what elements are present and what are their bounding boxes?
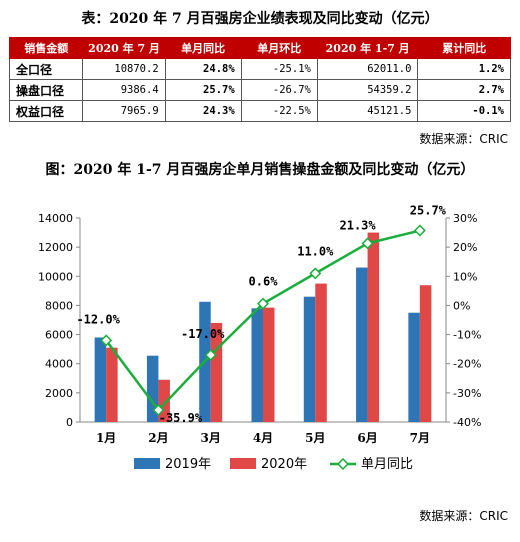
data-label: 11.0% <box>297 244 334 258</box>
line-point <box>361 237 374 250</box>
table-source: 数据来源：CRIC <box>419 132 508 146</box>
data-label: 0.6% <box>249 275 279 289</box>
y2-tick-label: 0% <box>453 299 470 312</box>
y-tick-label: 14000 <box>38 212 73 225</box>
combo-chart: 0 2000 4000 6000 8000 10000 12000 14000 -40% -30%… <box>38 204 481 472</box>
bar-2019年 <box>251 308 263 422</box>
legend-label: 单月同比 <box>361 457 413 472</box>
table-cell: -25.1% <box>240 58 318 80</box>
y-tick-label: 12000 <box>38 241 73 254</box>
bar-2019年 <box>408 312 420 422</box>
x-tick-label: 6月 <box>357 431 377 445</box>
table-cell: 7965.9 <box>82 100 166 122</box>
y-tick-label: 6000 <box>45 329 73 342</box>
bar-2020年 <box>315 283 327 422</box>
line-point <box>413 224 426 237</box>
bar-2020年 <box>210 322 223 422</box>
x-tick-label: 3月 <box>201 431 221 445</box>
bar-2020年 <box>419 285 432 422</box>
y-tick-label: 4000 <box>45 358 73 371</box>
data-label: -17.0% <box>181 327 225 341</box>
legend-label: 2019年 <box>165 457 211 472</box>
table-header-row: 销售金额 2020 年 7 月 单月同比 单月环比 2020 年 1-7 月 累… <box>8 37 511 59</box>
table-row: 权益口径 7965.9 24.3% -22.5% 45121.5 -0.1% <box>8 100 511 122</box>
y2-tick-label: 30% <box>453 212 477 225</box>
table-cell: 1.2% <box>417 58 511 80</box>
line-point <box>100 334 113 347</box>
y-tick-label: 8000 <box>45 299 73 312</box>
y2-tick-label: -40% <box>453 416 481 429</box>
legend-swatch <box>230 458 256 469</box>
table-cell: 10870.2 <box>82 58 166 80</box>
y-tick-label: 10000 <box>38 270 73 283</box>
legend-swatch <box>134 458 160 469</box>
table-cell: -22.5% <box>240 100 318 122</box>
header-cell: 累计同比 <box>417 37 511 59</box>
table-cell: 24.3% <box>164 100 242 122</box>
legend-label: 2020年 <box>261 457 307 472</box>
y-tick-label: 0 <box>66 416 73 429</box>
row-label: 全口径 <box>8 58 84 80</box>
chart-source: 数据来源：CRIC <box>419 509 508 523</box>
table-cell: 54359.2 <box>316 79 419 101</box>
y2-tick-label: 20% <box>453 241 477 254</box>
header-cell: 2020 年 1-7 月 <box>316 37 419 59</box>
bar-2019年 <box>303 296 316 422</box>
header-cell: 销售金额 <box>8 37 84 59</box>
x-tick-label: 1月 <box>96 431 116 445</box>
sales-table: 销售金额 2020 年 7 月 单月同比 单月环比 2020 年 1-7 月 累… <box>8 37 511 122</box>
table-cell: 45121.5 <box>316 100 419 122</box>
y2-tick-label: -20% <box>453 358 481 371</box>
legend-marker <box>336 457 350 471</box>
table-row: 操盘口径 9386.4 25.7% -26.7% 54359.2 2.7% <box>8 79 511 101</box>
data-label: 21.3% <box>340 218 377 232</box>
chart-title: 图：2020 年 1-7 月百强房企单月销售操盘金额及同比变动（亿元） <box>45 162 475 178</box>
header-cell: 2020 年 7 月 <box>82 37 166 59</box>
table-cell: -0.1% <box>417 100 511 122</box>
bar-2019年 <box>94 337 107 422</box>
data-label: -12.0% <box>76 312 120 326</box>
header-cell: 单月同比 <box>164 37 242 59</box>
table-cell: 9386.4 <box>82 79 166 101</box>
bar-2020年 <box>367 232 380 422</box>
x-tick-label: 4月 <box>253 431 273 445</box>
table-row: 全口径 10870.2 24.8% -25.1% 62011.0 1.2% <box>8 58 511 80</box>
data-label: 25.7% <box>410 204 447 218</box>
x-tick-label: 7月 <box>410 431 430 445</box>
table-cell: 24.8% <box>164 58 242 80</box>
row-label: 操盘口径 <box>8 79 84 101</box>
bar-2019年 <box>146 355 159 422</box>
bar-2020年 <box>158 379 170 422</box>
line-point <box>309 267 322 280</box>
y2-tick-label: 10% <box>453 270 477 283</box>
table-cell: 62011.0 <box>316 58 419 80</box>
y2-tick-label: -30% <box>453 387 481 400</box>
table-cell: -26.7% <box>240 79 318 101</box>
x-tick-label: 5月 <box>305 431 325 445</box>
data-label: -35.9% <box>159 411 203 425</box>
header-cell: 单月环比 <box>240 37 318 59</box>
x-tick-label: 2月 <box>148 431 168 445</box>
line-point <box>204 348 217 361</box>
table-cell: 25.7% <box>164 79 242 101</box>
bar-2020年 <box>263 307 275 422</box>
bar-2020年 <box>106 347 118 422</box>
y2-tick-label: -10% <box>453 329 481 342</box>
line-point <box>256 297 270 310</box>
row-label: 权益口径 <box>8 100 84 122</box>
bar-2019年 <box>356 267 368 422</box>
table-title: 表：2020 年 7 月百强房企业绩表现及同比变动（亿元） <box>81 11 439 27</box>
y-tick-label: 2000 <box>45 387 73 400</box>
line-point <box>152 404 165 417</box>
table-cell: 2.7% <box>417 79 511 101</box>
